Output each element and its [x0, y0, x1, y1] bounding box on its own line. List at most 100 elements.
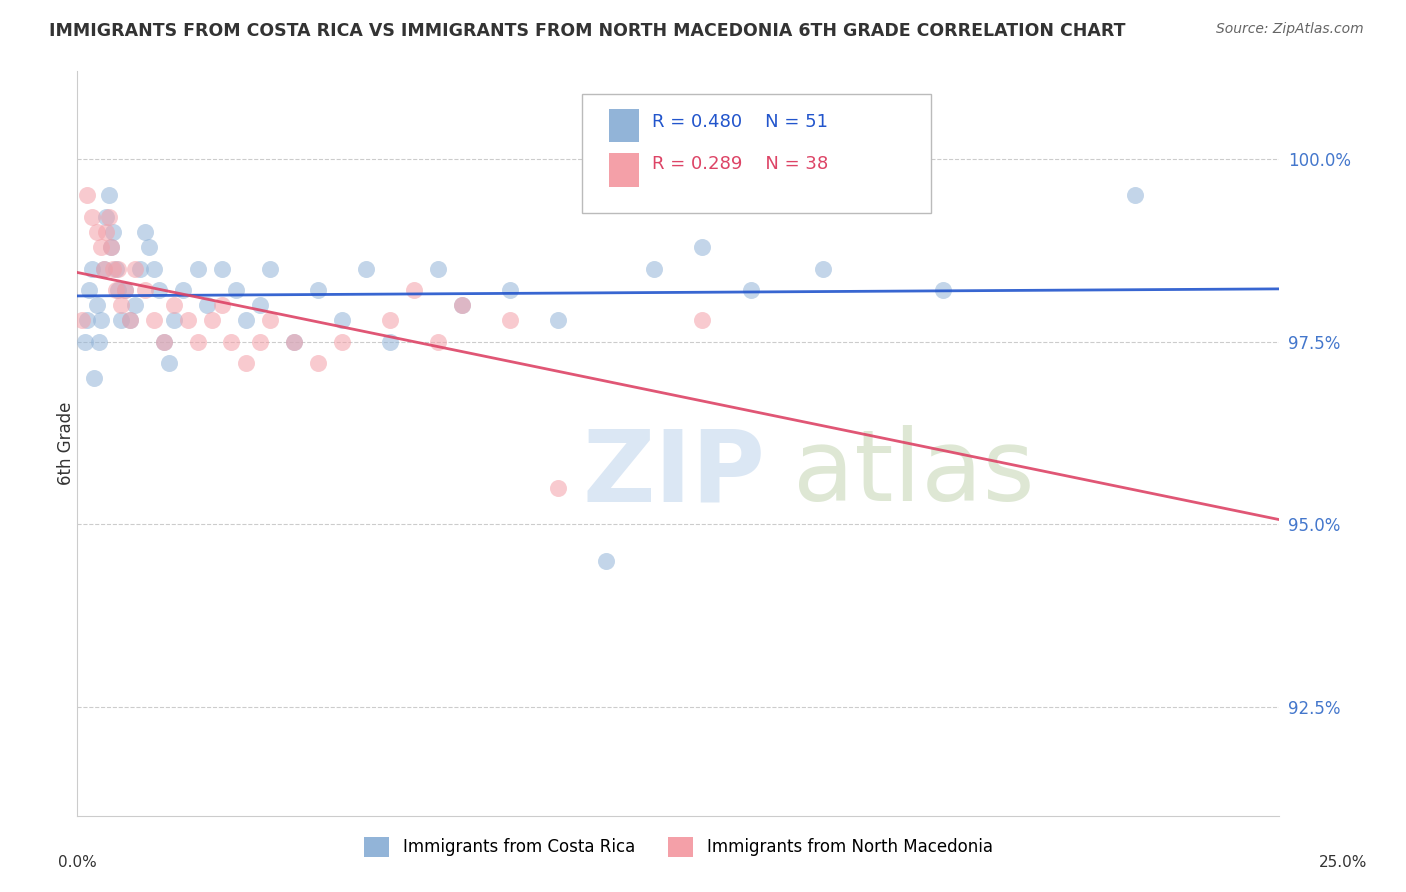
Point [153, 334, 176, 349]
Point [157, 356, 180, 370]
Point [219, 334, 242, 349]
Point [103, 261, 125, 276]
Point [499, 284, 522, 298]
Point [201, 312, 224, 326]
Point [100, 239, 122, 253]
Point [186, 261, 209, 276]
Point [134, 284, 156, 298]
Point [110, 312, 132, 326]
Point [427, 261, 450, 276]
Point [692, 312, 714, 326]
Text: R = 0.289    N = 38: R = 0.289 N = 38 [652, 155, 828, 173]
Point [211, 298, 233, 312]
Point [138, 239, 160, 253]
Point [740, 284, 762, 298]
Point [83, 371, 105, 385]
Point [124, 261, 146, 276]
Point [451, 298, 474, 312]
Point [177, 312, 200, 326]
Point [76, 188, 98, 202]
Point [143, 312, 166, 326]
FancyBboxPatch shape [582, 94, 931, 213]
Text: Source: ZipAtlas.com: Source: ZipAtlas.com [1216, 22, 1364, 37]
Point [235, 356, 257, 370]
Point [86, 225, 108, 239]
Point [330, 334, 353, 349]
Point [93, 261, 115, 276]
Point [70, 312, 93, 326]
Point [595, 553, 617, 567]
Point [96, 225, 118, 239]
Point [283, 334, 305, 349]
Point [643, 261, 665, 276]
Point [153, 334, 176, 349]
Point [692, 239, 714, 253]
Point [97, 211, 120, 225]
Text: 25.0%: 25.0% [1319, 855, 1367, 870]
Point [104, 284, 127, 298]
Point [90, 239, 112, 253]
Point [114, 284, 136, 298]
Point [143, 261, 166, 276]
Point [259, 261, 281, 276]
Bar [609, 109, 638, 142]
Point [172, 284, 194, 298]
Point [124, 298, 146, 312]
Point [378, 312, 401, 326]
Point [107, 261, 129, 276]
Text: 0.0%: 0.0% [58, 855, 97, 870]
Legend: Immigrants from Costa Rica, Immigrants from North Macedonia: Immigrants from Costa Rica, Immigrants f… [357, 830, 1000, 863]
Point [1123, 188, 1146, 202]
Point [402, 284, 425, 298]
Point [103, 225, 125, 239]
Point [110, 298, 132, 312]
Point [93, 261, 115, 276]
Text: ZIP: ZIP [582, 425, 765, 522]
Point [90, 312, 112, 326]
Text: R = 0.480    N = 51: R = 0.480 N = 51 [652, 113, 828, 131]
Point [86, 298, 108, 312]
Point [120, 312, 142, 326]
Point [378, 334, 401, 349]
Point [104, 261, 127, 276]
Point [114, 284, 136, 298]
Point [79, 284, 101, 298]
Point [186, 334, 209, 349]
Point [80, 261, 103, 276]
Point [235, 312, 257, 326]
Point [80, 211, 103, 225]
Point [97, 188, 120, 202]
Point [148, 284, 170, 298]
Point [427, 334, 450, 349]
Point [283, 334, 305, 349]
Point [87, 334, 110, 349]
Point [120, 312, 142, 326]
Point [128, 261, 150, 276]
Point [96, 211, 118, 225]
Point [307, 356, 329, 370]
Point [451, 298, 474, 312]
Point [162, 298, 184, 312]
Point [134, 225, 156, 239]
Point [547, 312, 569, 326]
Point [73, 334, 96, 349]
Point [932, 284, 955, 298]
Point [499, 312, 522, 326]
Point [249, 334, 271, 349]
Point [354, 261, 377, 276]
Text: atlas: atlas [793, 425, 1035, 522]
Point [76, 312, 98, 326]
Point [307, 284, 329, 298]
Point [330, 312, 353, 326]
Text: IMMIGRANTS FROM COSTA RICA VS IMMIGRANTS FROM NORTH MACEDONIA 6TH GRADE CORRELAT: IMMIGRANTS FROM COSTA RICA VS IMMIGRANTS… [49, 22, 1126, 40]
Point [195, 298, 218, 312]
Point [100, 239, 122, 253]
Point [225, 284, 247, 298]
Point [259, 312, 281, 326]
Point [211, 261, 233, 276]
Point [249, 298, 271, 312]
Point [162, 312, 184, 326]
Point [547, 481, 569, 495]
Point [811, 261, 834, 276]
Bar [609, 153, 638, 186]
